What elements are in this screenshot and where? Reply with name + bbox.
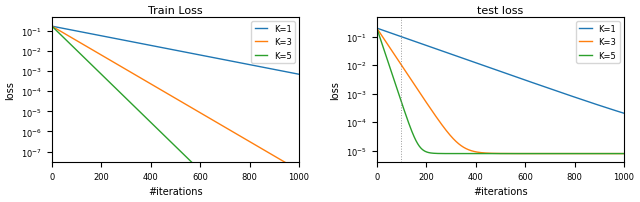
- K=1: [613, 110, 621, 113]
- K=1: [486, 67, 494, 70]
- K=1: [620, 113, 628, 115]
- Line: K=5: K=5: [377, 29, 624, 154]
- K=5: [168, 142, 176, 145]
- K=1: [61, 28, 68, 31]
- K=3: [168, 96, 176, 98]
- K=5: [613, 153, 621, 155]
- X-axis label: #iterations: #iterations: [473, 186, 527, 197]
- X-axis label: #iterations: #iterations: [148, 186, 203, 197]
- K=5: [61, 38, 68, 40]
- K=1: [243, 63, 250, 66]
- K=5: [373, 28, 381, 30]
- K=1: [613, 110, 621, 113]
- K=3: [493, 153, 500, 155]
- Title: Train Loss: Train Loss: [148, 5, 203, 16]
- K=5: [493, 153, 500, 155]
- Line: K=3: K=3: [52, 27, 299, 171]
- K=3: [243, 139, 250, 141]
- Legend: K=1, K=3, K=5: K=1, K=3, K=5: [576, 22, 620, 64]
- K=1: [162, 48, 170, 50]
- K=3: [568, 153, 575, 155]
- K=1: [48, 26, 56, 28]
- K=3: [288, 165, 296, 168]
- K=3: [385, 47, 393, 49]
- K=3: [486, 152, 494, 155]
- K=5: [613, 153, 621, 155]
- K=1: [373, 28, 381, 30]
- K=1: [493, 70, 500, 72]
- K=3: [295, 169, 303, 172]
- Line: K=5: K=5: [52, 27, 299, 202]
- K=1: [568, 95, 575, 98]
- K=3: [61, 33, 68, 36]
- K=3: [373, 28, 381, 30]
- K=3: [613, 153, 621, 155]
- K=3: [48, 26, 56, 28]
- K=3: [288, 165, 296, 168]
- K=5: [566, 153, 574, 155]
- K=1: [295, 74, 303, 76]
- Line: K=1: K=1: [377, 29, 624, 114]
- K=3: [162, 92, 170, 94]
- K=1: [288, 72, 296, 75]
- K=3: [613, 153, 621, 155]
- Line: K=3: K=3: [377, 29, 624, 154]
- K=1: [288, 72, 296, 75]
- K=5: [620, 153, 628, 155]
- K=5: [385, 65, 393, 68]
- K=3: [620, 153, 628, 155]
- Line: K=1: K=1: [52, 27, 299, 75]
- Title: test loss: test loss: [477, 5, 524, 16]
- K=1: [168, 49, 176, 52]
- K=5: [162, 136, 170, 138]
- Y-axis label: loss: loss: [330, 81, 340, 99]
- K=5: [568, 153, 575, 155]
- Y-axis label: loss: loss: [6, 81, 15, 99]
- K=5: [486, 153, 494, 155]
- K=1: [385, 32, 393, 35]
- K=5: [48, 26, 56, 28]
- Legend: K=1, K=3, K=5: K=1, K=3, K=5: [252, 22, 295, 64]
